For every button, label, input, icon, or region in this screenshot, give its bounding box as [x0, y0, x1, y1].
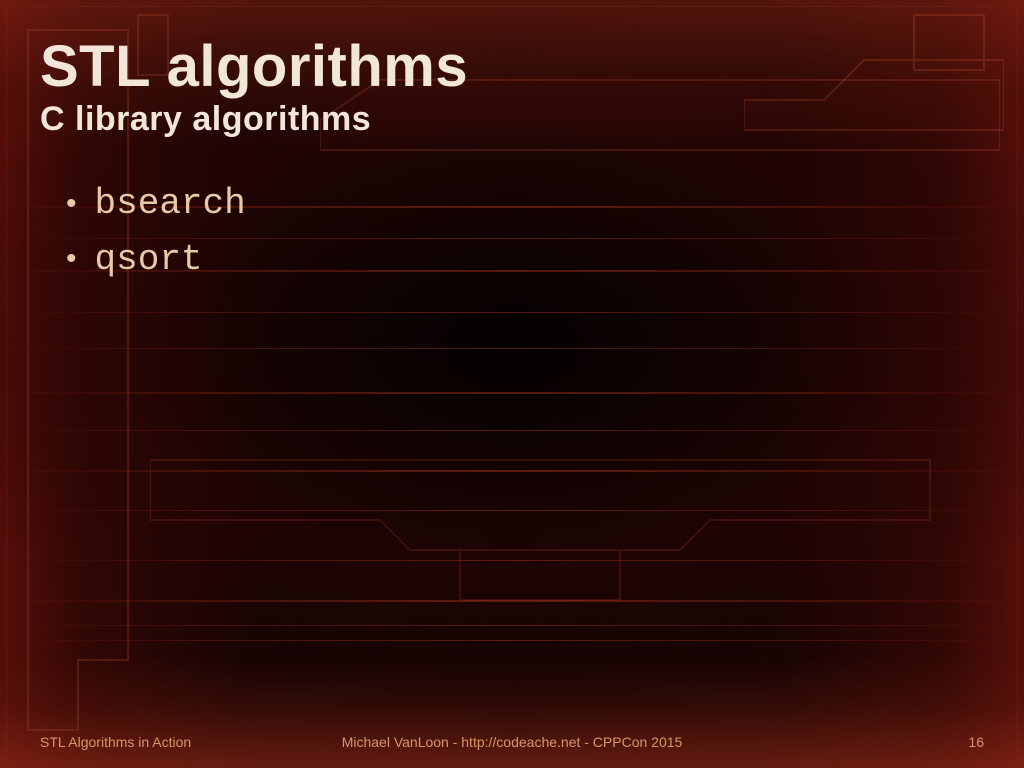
- bg-streak: [0, 312, 1024, 313]
- bullet-text: qsort: [95, 232, 203, 288]
- slide-subtitle: C library algorithms: [40, 100, 468, 139]
- slide: STL algorithms C library algorithms bsea…: [0, 0, 1024, 768]
- slide-header: STL algorithms C library algorithms: [40, 38, 468, 139]
- bg-streak: [0, 392, 1024, 394]
- footer-page-number: 16: [968, 734, 984, 750]
- bg-streak: [0, 430, 1024, 431]
- bg-streak: [0, 560, 1024, 561]
- bg-streak: [0, 640, 1024, 641]
- slide-body: bsearch qsort: [66, 176, 246, 288]
- slide-footer: STL Algorithms in Action Michael VanLoon…: [0, 734, 1024, 750]
- bg-streak: [0, 600, 1024, 602]
- bottom-glow-band: [0, 658, 1024, 768]
- bg-streak: [0, 510, 1024, 511]
- footer-left: STL Algorithms in Action: [40, 734, 191, 750]
- bullet-text: bsearch: [95, 176, 246, 232]
- bg-streak: [0, 348, 1024, 349]
- circuit-deco: [744, 10, 1004, 190]
- bullet-item: bsearch: [66, 176, 246, 232]
- bg-streak: [0, 625, 1024, 626]
- slide-title: STL algorithms: [40, 38, 468, 96]
- bullet-item: qsort: [66, 232, 246, 288]
- bg-streak: [0, 470, 1024, 472]
- footer-center: Michael VanLoon - http://codeache.net - …: [342, 734, 683, 750]
